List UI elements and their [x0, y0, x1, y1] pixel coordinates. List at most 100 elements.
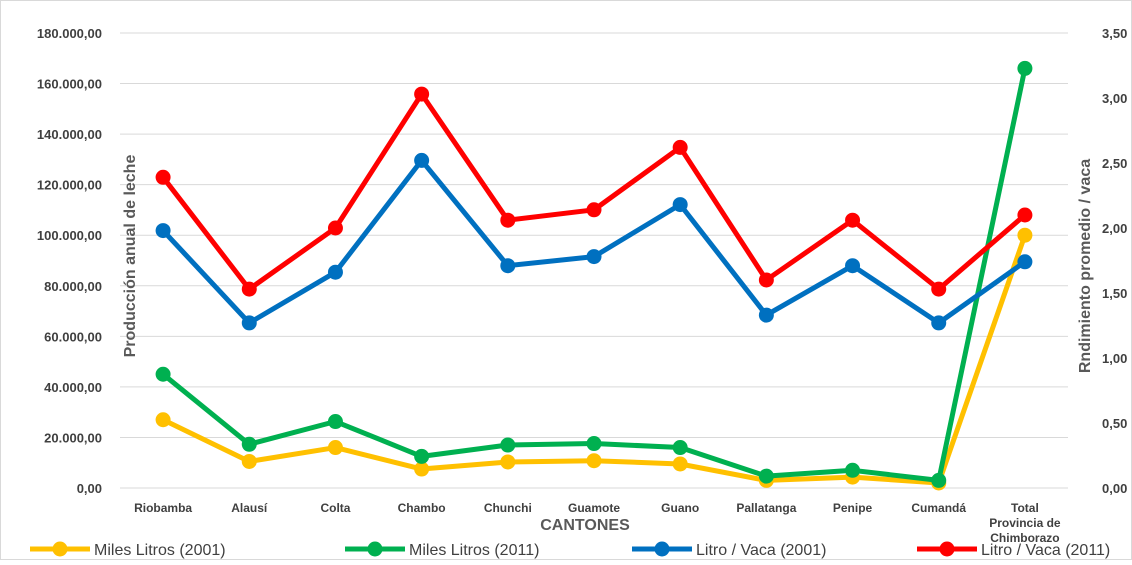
- x-tick-label: Total Provincia de Chimborazo: [989, 501, 1061, 545]
- y-axis-right-ticks: 0,00 0,50 1,00 1,50 2,00 2,50 3,00 3,50: [1102, 26, 1127, 496]
- data-point: [1017, 207, 1033, 223]
- data-point: [931, 315, 947, 331]
- y-tick-label: 180.000,00: [37, 26, 102, 41]
- legend-item: Miles Litros (2011): [345, 541, 539, 559]
- legend-item: Miles Litros (2001): [30, 541, 226, 559]
- x-tick-label-line: Cumandá: [911, 501, 966, 515]
- x-tick-label-line: Alausí: [231, 501, 268, 515]
- x-tick-label-line: Chambo: [398, 501, 446, 515]
- y-axis-title: Producción anual de leche: [122, 155, 139, 358]
- x-tick-label-line: Guano: [661, 501, 699, 515]
- x-tick-label-line: Penipe: [833, 501, 873, 515]
- legend-label: Miles Litros (2001): [94, 542, 226, 559]
- y-tick-label: 80.000,00: [44, 279, 102, 294]
- y2-tick-label: 2,00: [1102, 221, 1127, 236]
- data-point: [241, 281, 257, 297]
- x-axis-title: CANTONES: [540, 517, 630, 534]
- y-tick-label: 20.000,00: [44, 430, 102, 445]
- data-point: [586, 249, 602, 265]
- y2-axis-title: Rndimiento promedio / vaca: [1077, 159, 1094, 373]
- data-point: [155, 169, 171, 185]
- x-tick-label: Guano: [661, 501, 699, 515]
- legend-label: Litro / Vaca (2001): [696, 542, 826, 559]
- legend-marker: [52, 541, 68, 557]
- data-point: [672, 456, 688, 472]
- data-point: [672, 440, 688, 456]
- data-point: [155, 223, 171, 239]
- series-2: [155, 152, 1033, 331]
- y-tick-label: 140.000,00: [37, 127, 102, 142]
- data-point: [500, 454, 516, 470]
- data-point: [845, 258, 861, 274]
- data-point: [931, 472, 947, 488]
- x-tick-label: Chambo: [398, 501, 446, 515]
- x-tick-label: Alausí: [231, 501, 268, 515]
- y-tick-label: 40.000,00: [44, 380, 102, 395]
- y-tick-label: 0,00: [77, 481, 102, 496]
- data-point: [586, 436, 602, 452]
- data-point: [414, 152, 430, 168]
- y-tick-label: 120.000,00: [37, 178, 102, 193]
- data-point: [672, 197, 688, 213]
- data-point: [155, 412, 171, 428]
- data-point: [586, 202, 602, 218]
- x-tick-label: Chunchi: [484, 501, 532, 515]
- series-layer: [155, 60, 1033, 491]
- x-tick-label-line: Total: [1011, 501, 1039, 515]
- y2-tick-label: 0,50: [1102, 416, 1127, 431]
- x-tick-label: Guamote: [568, 501, 620, 515]
- data-point: [327, 220, 343, 236]
- legend-item: Litro / Vaca (2001): [632, 541, 826, 559]
- data-point: [327, 264, 343, 280]
- legend: Miles Litros (2001) Miles Litros (2011) Li…: [30, 541, 1110, 559]
- data-point: [241, 315, 257, 331]
- y2-tick-label: 3,00: [1102, 91, 1127, 106]
- data-point: [155, 366, 171, 382]
- data-point: [241, 453, 257, 469]
- legend-marker: [654, 541, 670, 557]
- y2-tick-label: 2,50: [1102, 156, 1127, 171]
- x-tick-label-line: Guamote: [568, 501, 620, 515]
- x-tick-label-line: Provincia de: [989, 516, 1061, 530]
- data-point: [500, 258, 516, 274]
- legend-item: Litro / Vaca (2011): [917, 541, 1110, 559]
- y-tick-label: 160.000,00: [37, 77, 102, 92]
- data-point: [241, 436, 257, 452]
- x-tick-label-line: Chimborazo: [990, 531, 1059, 545]
- y2-tick-label: 3,50: [1102, 26, 1127, 41]
- data-point: [414, 448, 430, 464]
- legend-marker: [367, 541, 383, 557]
- y-axis-left-ticks: 0,00 20.000,00 40.000,00 60.000,00 80.000,00…: [37, 26, 102, 496]
- x-tick-label-line: Colta: [320, 501, 350, 515]
- y-tick-label: 60.000,00: [44, 329, 102, 344]
- x-tick-label: Colta: [320, 501, 350, 515]
- data-point: [1017, 254, 1033, 270]
- data-point: [845, 212, 861, 228]
- x-tick-label: Pallatanga: [736, 501, 796, 515]
- data-point: [845, 462, 861, 478]
- data-point: [327, 440, 343, 456]
- legend-label: Miles Litros (2011): [409, 542, 539, 559]
- data-point: [327, 414, 343, 430]
- x-tick-label-line: Pallatanga: [736, 501, 796, 515]
- data-point: [1017, 60, 1033, 76]
- data-point: [672, 139, 688, 155]
- data-point: [758, 272, 774, 288]
- series-3: [155, 86, 1033, 297]
- y2-tick-label: 1,00: [1102, 351, 1127, 366]
- data-point: [414, 461, 430, 477]
- y-tick-label: 100.000,00: [37, 228, 102, 243]
- x-tick-label-line: Chunchi: [484, 501, 532, 515]
- legend-label: Litro / Vaca (2011): [981, 542, 1110, 559]
- data-point: [414, 86, 430, 102]
- legend-marker: [939, 541, 955, 557]
- y2-tick-label: 0,00: [1102, 481, 1127, 496]
- y2-tick-label: 1,50: [1102, 286, 1127, 301]
- data-point: [758, 468, 774, 484]
- data-point: [1017, 227, 1033, 243]
- data-point: [931, 281, 947, 297]
- x-axis-ticks: Riobamba Alausí Colta Chambo Chunchi Guamote G…: [134, 501, 1061, 545]
